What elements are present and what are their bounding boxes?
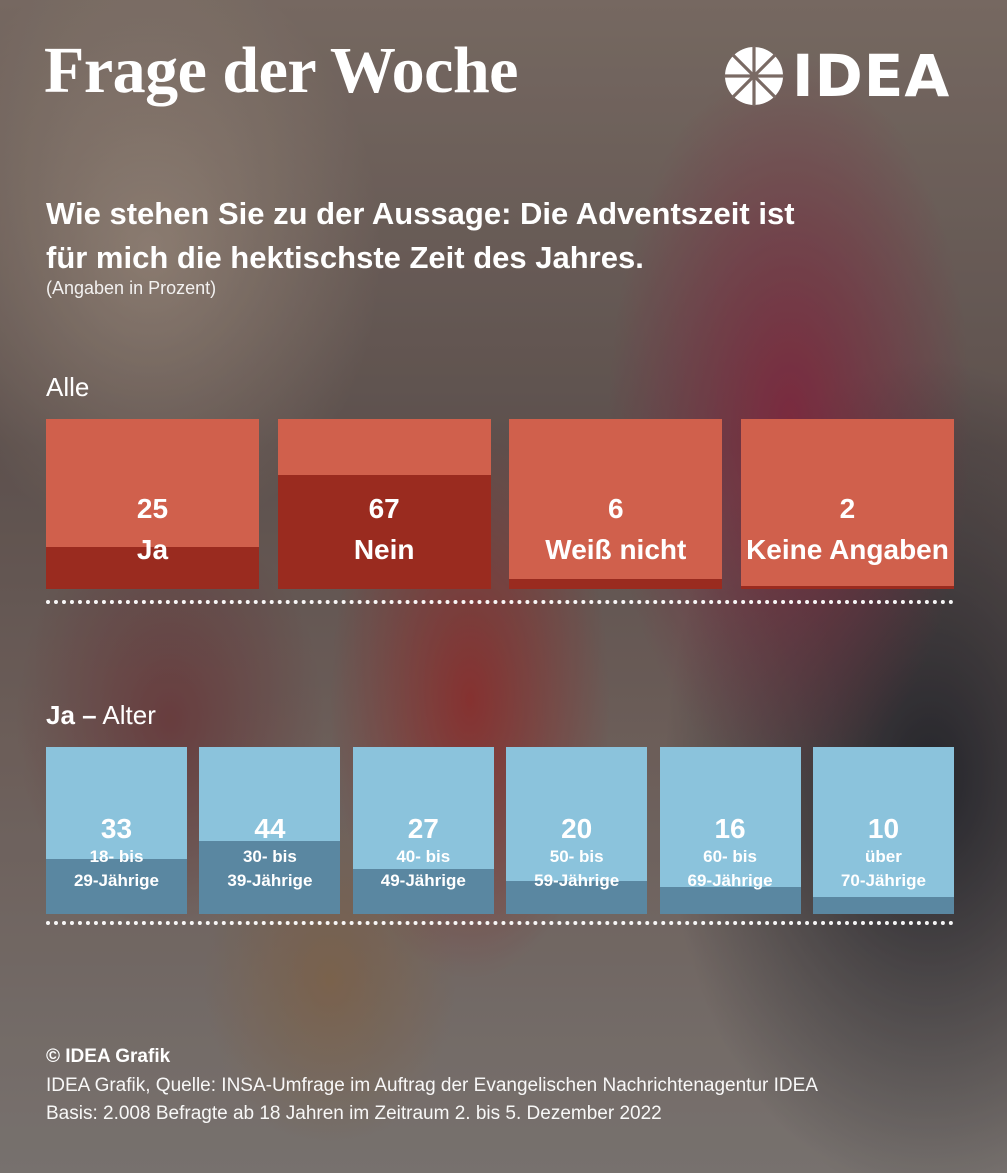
- section-label-all-text: Alle: [46, 372, 90, 402]
- bar-category-label: 40- bis: [396, 847, 451, 866]
- bar-box: 44 30- bis 39-Jährige: [199, 747, 341, 914]
- bar-value-label: 44: [254, 813, 286, 844]
- bar-box: 27 40- bis 49-Jährige: [352, 747, 494, 914]
- bar-fill: [199, 840, 341, 914]
- dotted-divider: [46, 600, 954, 604]
- section-label-age-text: Alter: [102, 700, 156, 730]
- bar-value-label: 2: [839, 493, 856, 524]
- section-label-age-bold: Ja –: [46, 700, 97, 730]
- bar-value-label: 20: [561, 813, 593, 844]
- bar-category-label: 30- bis: [242, 847, 297, 866]
- bar-category-label: 50- bis: [549, 847, 604, 866]
- bar-fill: [46, 546, 259, 589]
- bar-box: 10 über 70-Jährige: [812, 747, 954, 914]
- section-label-age: Ja – Alter: [46, 700, 156, 731]
- unit-note: (Angaben in Prozent): [46, 278, 217, 298]
- bar-category-label: 70-Jährige: [840, 871, 926, 890]
- copyright: © IDEA Grafik: [46, 1046, 171, 1067]
- bar-fill: [509, 578, 723, 589]
- bar-value-label: 33: [100, 813, 133, 844]
- bar-category-label: 39-Jährige: [227, 871, 313, 890]
- bar-category-label: 18- bis: [89, 847, 144, 866]
- section-label-all: Alle: [46, 372, 89, 403]
- bar-box: 6 Weiß nicht: [509, 419, 723, 589]
- bar-box: 25 Ja: [46, 419, 259, 589]
- page-title: Frage der Woche: [44, 34, 518, 107]
- bar-fill: [812, 897, 954, 914]
- bar-value-label: 10: [867, 813, 900, 844]
- bar-box: 20 50- bis 59-Jährige: [506, 747, 648, 914]
- source-note: IDEA Grafik, Quelle: INSA-Umfrage im Auf…: [46, 1075, 818, 1096]
- bar-category-label: über: [865, 847, 902, 866]
- bar-box: 2 Keine Angaben: [740, 419, 954, 589]
- bar-box: 33 18- bis 29-Jährige: [46, 747, 187, 914]
- bar-fill: [506, 880, 648, 914]
- survey-question: Wie stehen Sie zu der Aussage: Die Adven…: [46, 196, 795, 275]
- bar-category-label: Ja: [136, 534, 169, 565]
- bar-box: 67 Nein: [277, 419, 491, 589]
- bar-fill: [46, 858, 187, 914]
- bar-value-label: 25: [136, 493, 169, 524]
- bar-fill: [659, 887, 801, 914]
- idea-logo-text: IDEA: [792, 42, 951, 110]
- bar-category-label: 60- bis: [703, 847, 757, 866]
- bar-category-label: 59-Jährige: [534, 871, 620, 890]
- dotted-divider: [46, 921, 954, 925]
- chart-age: 33 18- bis 29-Jährige 44 30- bis 39-Jährige 27…: [46, 747, 954, 914]
- bar-value-label: 27: [407, 813, 439, 844]
- bar-category-label: Weiß nicht: [545, 534, 687, 565]
- bar-fill: [352, 868, 494, 914]
- bar-value-label: 6: [608, 493, 624, 524]
- bar-fill: [740, 585, 954, 589]
- idea-logo: IDEA: [724, 46, 950, 106]
- bar-value-label: 16: [714, 813, 746, 844]
- basis-note: Basis: 2.008 Befragte ab 18 Jahren im Ze…: [46, 1103, 662, 1124]
- bar-category-label: 69-Jährige: [687, 871, 773, 890]
- chart-all: 25 Ja 67 Nein 6 Weiß nicht 2 Keine Angaben: [46, 419, 954, 589]
- bar-fill: [277, 475, 491, 589]
- bar-category-label: 29-Jährige: [73, 871, 160, 890]
- bar-category-label: 49-Jährige: [380, 871, 466, 890]
- bar-box: 16 60- bis 69-Jährige: [659, 747, 801, 914]
- bar-category-label: Keine Angaben: [746, 534, 949, 565]
- idea-logo-mark-icon: [724, 46, 784, 106]
- bar-category-label: Nein: [353, 534, 415, 565]
- bar-value-label: 67: [368, 493, 400, 524]
